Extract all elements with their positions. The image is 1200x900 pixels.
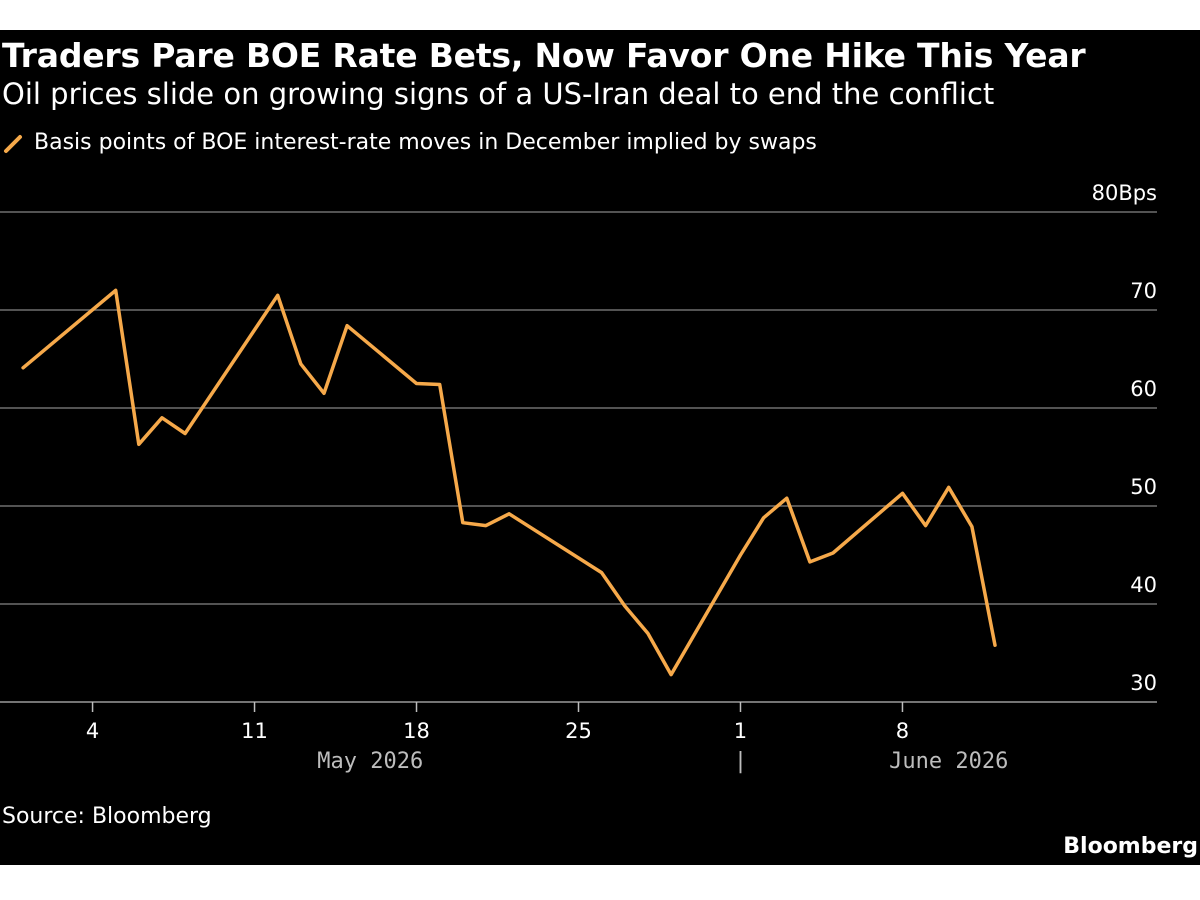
month-label: May 2026 bbox=[317, 749, 423, 774]
x-tick-label: 25 bbox=[565, 719, 592, 743]
y-tick-label: 60 bbox=[1130, 377, 1157, 401]
x-tick-label: 1 bbox=[734, 719, 747, 743]
legend-label: Basis points of BOE interest-rate moves … bbox=[34, 130, 817, 155]
x-tick-label: 8 bbox=[896, 719, 909, 743]
chart-subtitle: Oil prices slide on growing signs of a U… bbox=[2, 77, 995, 111]
chart-frame: Traders Pare BOE Rate Bets, Now Favor On… bbox=[0, 30, 1200, 865]
x-tick-label: 11 bbox=[241, 719, 268, 743]
y-tick-label: 40 bbox=[1130, 573, 1157, 597]
source-note: Source: Bloomberg bbox=[2, 804, 212, 829]
y-tick-label: 70 bbox=[1130, 279, 1157, 303]
brand-logo: Bloomberg bbox=[1063, 834, 1198, 859]
y-tick-label: 50 bbox=[1130, 475, 1157, 499]
month-separator: | bbox=[734, 749, 747, 774]
month-label: June 2026 bbox=[889, 749, 1008, 774]
legend-swatch-icon bbox=[4, 134, 22, 153]
legend: Basis points of BOE interest-rate moves … bbox=[2, 130, 817, 155]
grid-layer: 30 40 50 60 70 80Bps bbox=[0, 181, 1157, 703]
x-tick-label: 4 bbox=[86, 719, 99, 743]
y-tick-label: 80Bps bbox=[1092, 181, 1157, 205]
y-tick-label: 30 bbox=[1130, 671, 1157, 695]
chart-title: Traders Pare BOE Rate Bets, Now Favor On… bbox=[2, 36, 1086, 75]
series-layer bbox=[21, 288, 997, 677]
x-tick-label: 18 bbox=[403, 719, 430, 743]
series-line-0 bbox=[21, 288, 997, 677]
